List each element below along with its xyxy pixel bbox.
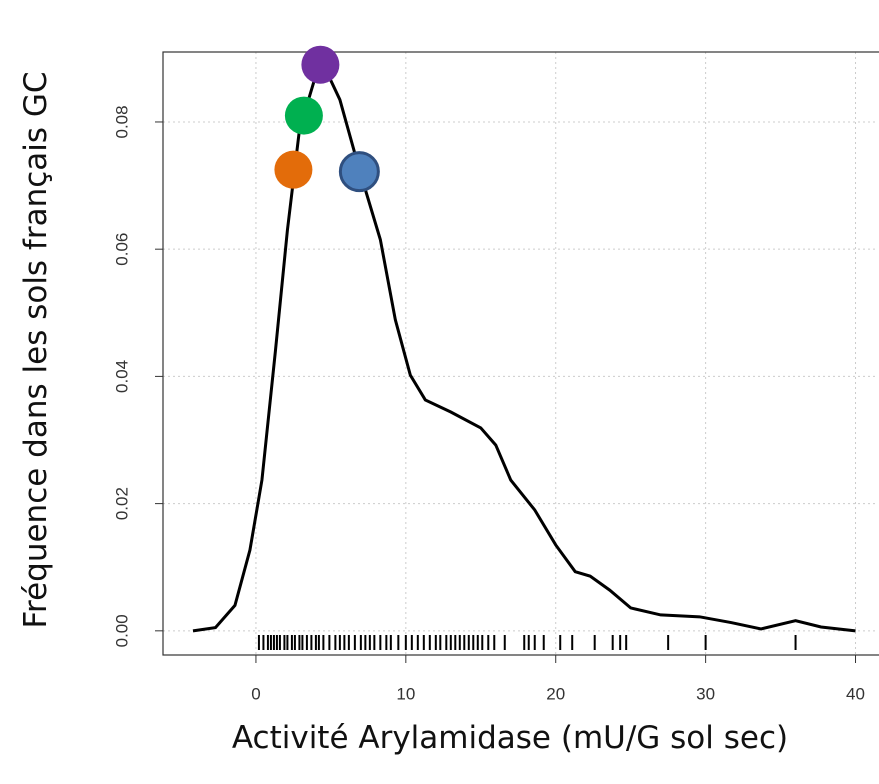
y-axis-label: Fréquence dans les sols français GC — [18, 71, 54, 628]
density-line — [192, 65, 856, 633]
y-tick-label: 0.04 — [112, 360, 131, 393]
x-tick-label: 10 — [396, 684, 415, 703]
highlight-point — [284, 96, 323, 135]
highlight-point — [338, 151, 380, 193]
y-tick-label: 0.02 — [112, 487, 131, 520]
y-tick-label: 0.08 — [112, 105, 131, 138]
x-tick-label: 40 — [846, 684, 865, 703]
x-axis-label: Activité Arylamidase (mU/G sol sec) — [232, 720, 788, 756]
highlight-point — [301, 45, 340, 84]
x-tick-label: 30 — [696, 684, 715, 703]
y-tick-label: 0.06 — [112, 233, 131, 266]
plot-frame — [162, 51, 879, 656]
y-tick-label: 0.00 — [112, 614, 131, 647]
x-tick-label: 20 — [546, 684, 565, 703]
highlight-point — [274, 150, 313, 189]
x-tick-label: 0 — [251, 684, 260, 703]
